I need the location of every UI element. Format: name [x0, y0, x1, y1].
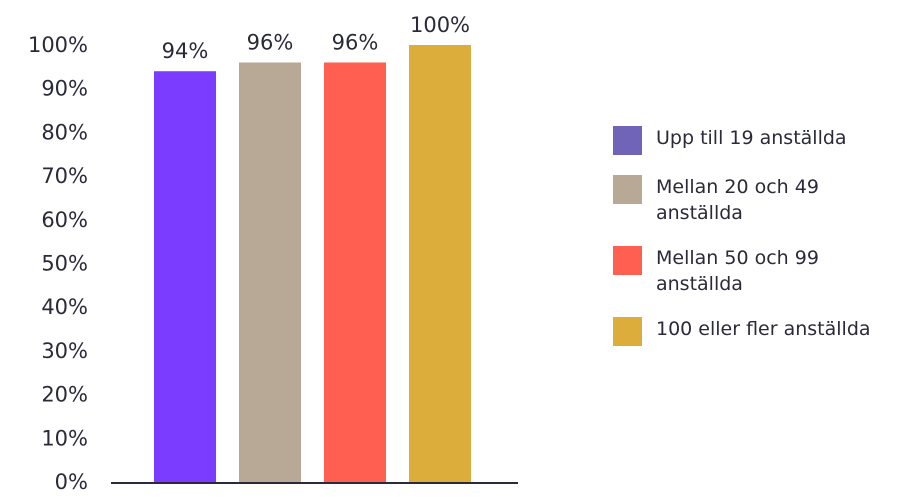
- bar: [154, 71, 216, 482]
- legend-label: Mellan 50 och 99 anställda: [656, 247, 819, 295]
- y-tick-label: 50%: [41, 252, 88, 276]
- legend-item: Upp till 19 anställda: [613, 125, 909, 155]
- y-tick-label: 90%: [41, 77, 88, 101]
- bar: [324, 62, 386, 482]
- bar: [239, 62, 301, 482]
- y-tick-label: 80%: [41, 120, 88, 144]
- y-tick-label: 10%: [41, 426, 88, 450]
- data-label: 94%: [162, 39, 209, 63]
- legend-item: Mellan 50 och 99 anställda: [613, 245, 909, 297]
- y-tick-label: 0%: [55, 470, 88, 494]
- y-tick-label: 60%: [41, 208, 88, 232]
- y-tick-label: 40%: [41, 295, 88, 319]
- legend-label: Upp till 19 anställda: [656, 127, 847, 149]
- legend-label: Mellan 20 och 49 anställda: [656, 176, 819, 224]
- bar: [409, 45, 471, 482]
- data-label: 96%: [247, 30, 294, 54]
- legend-item: Mellan 20 och 49 anställda: [613, 174, 909, 226]
- legend-swatch: [613, 175, 642, 204]
- legend-swatch: [613, 246, 642, 275]
- y-tick-label: 100%: [28, 33, 88, 57]
- data-label: 100%: [410, 13, 470, 37]
- y-tick-label: 30%: [41, 339, 88, 363]
- data-labels: 94% 96% 96% 100%: [162, 13, 470, 63]
- legend-swatch: [613, 317, 642, 346]
- y-tick-label: 70%: [41, 164, 88, 188]
- bars: [154, 45, 471, 482]
- legend-swatch: [613, 126, 642, 155]
- legend-label: 100 eller fler anställda: [656, 318, 871, 340]
- legend: Upp till 19 anställda Mellan 20 och 49 an…: [613, 125, 909, 365]
- y-axis: 0% 10% 20% 30% 40% 50% 60% 70% 80% 90% 100%: [28, 33, 88, 494]
- y-tick-label: 20%: [41, 383, 88, 407]
- data-label: 96%: [332, 30, 379, 54]
- legend-item: 100 eller fler anställda: [613, 316, 909, 346]
